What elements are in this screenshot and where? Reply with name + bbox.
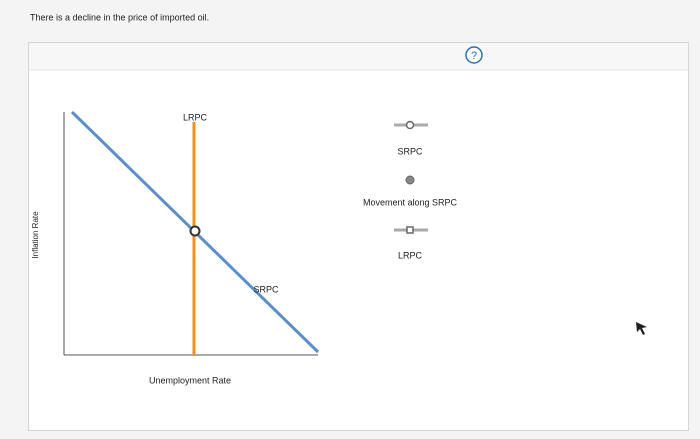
prompt: There is a decline in the price of impor… [30, 12, 209, 22]
tool-label[interactable]: LRPC [398, 250, 423, 260]
tool-icon-point[interactable] [405, 120, 415, 130]
cursor [636, 322, 647, 335]
x-axis-label: Unemployment Rate [149, 375, 231, 385]
tool[interactable]: SRPC [394, 120, 428, 157]
tool-label[interactable]: SRPC [397, 146, 423, 156]
graph-area [29, 70, 688, 430]
help-circle[interactable] [465, 46, 483, 64]
help-button[interactable]: ? [465, 46, 483, 64]
tool-icon-square[interactable] [406, 226, 414, 234]
tool[interactable]: Movement along SRPC [363, 175, 458, 207]
equilibrium-point[interactable] [189, 225, 201, 237]
tool[interactable]: LRPC [394, 226, 428, 260]
tool-label[interactable]: Movement along SRPC [363, 197, 458, 207]
tool-icon-point[interactable] [405, 175, 415, 185]
curve-label: SRPC [253, 284, 279, 294]
help-icon[interactable]: ? [471, 50, 477, 62]
y-axis-label: Inflation Rate [31, 211, 40, 259]
curve-label: LRPC [183, 112, 208, 122]
